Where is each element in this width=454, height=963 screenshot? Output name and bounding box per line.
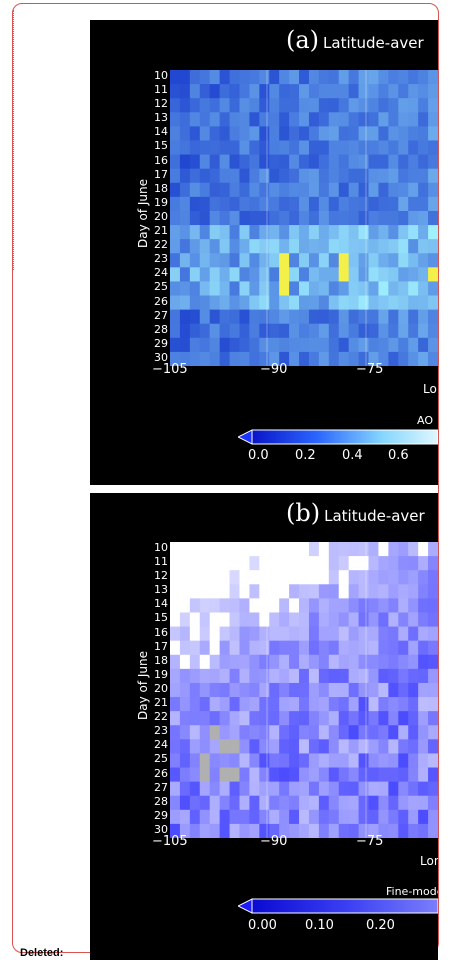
comment-connector: [13, 10, 15, 270]
b-xtick: −75: [356, 834, 384, 849]
a-ytick: 16: [154, 153, 168, 167]
b-ytick: 30: [154, 822, 168, 836]
deleted-label: Deleted:: [20, 947, 64, 959]
a-ytick: 24: [154, 266, 168, 280]
a-ytick: 27: [154, 308, 168, 322]
b-ytick: 10: [154, 541, 168, 554]
b-ytick: 13: [154, 583, 168, 597]
a-colorbar-tick: 0.0: [248, 448, 269, 463]
b-colorbar-tick: 0.10: [305, 918, 334, 933]
panel-a-title: (a) Latitude-aver: [286, 26, 424, 54]
a-colorbar-tick: 0.2: [295, 448, 316, 463]
b-ytick: 21: [154, 696, 168, 710]
a-xtick: −75: [356, 362, 384, 377]
a-ytick: 13: [154, 111, 168, 125]
a-ytick: 18: [154, 181, 168, 195]
panel-b-heatmap: [170, 542, 438, 838]
b-xtick: −105: [152, 834, 188, 849]
a-ytick: 23: [154, 252, 168, 266]
a-ytick: 28: [154, 322, 168, 336]
b-ytick: 15: [154, 611, 168, 625]
a-ytick: 29: [154, 336, 168, 350]
figure-panel-b: (b) Latitude-aver Day of June 10 11 12 13 14 1…: [90, 493, 438, 960]
a-ytick: 19: [154, 195, 168, 209]
b-ytick: 23: [154, 724, 168, 738]
a-ytick: 20: [154, 209, 168, 223]
b-xtick: −90: [260, 834, 288, 849]
b-ytick: 28: [154, 794, 168, 808]
a-ytick: 21: [154, 224, 168, 238]
a-ytick: 11: [154, 83, 168, 97]
a-ytick: 14: [154, 125, 168, 139]
panel-a-heatmap: [170, 70, 438, 366]
b-ytick: 18: [154, 653, 168, 667]
panel-a-colorbar-label: AO: [417, 414, 433, 427]
b-ytick: 20: [154, 681, 168, 695]
b-ytick: 14: [154, 597, 168, 611]
a-xtick: −105: [152, 362, 188, 377]
panel-b-title: (b) Latitude-aver: [286, 499, 425, 527]
b-ytick: 19: [154, 667, 168, 681]
panel-a-xlabel: Lo: [423, 382, 437, 396]
a-ytick: 17: [154, 167, 168, 181]
a-ytick: 30: [154, 350, 168, 364]
a-ytick: 26: [154, 294, 168, 308]
b-ytick: 25: [154, 752, 168, 766]
a-ytick: 22: [154, 238, 168, 252]
a-ytick: 12: [154, 97, 168, 111]
b-ytick: 17: [154, 639, 168, 653]
b-colorbar-tick: 0.00: [248, 918, 277, 933]
a-ytick: 25: [154, 280, 168, 294]
b-ytick: 24: [154, 738, 168, 752]
figure-panel-a: (a) Latitude-aver Day of June 10 11 12 13 14 1…: [90, 20, 438, 485]
a-ytick: 15: [154, 139, 168, 153]
b-ytick: 27: [154, 780, 168, 794]
b-ytick: 16: [154, 625, 168, 639]
panel-b-colorbar: [238, 898, 438, 914]
b-ytick: 26: [154, 766, 168, 780]
panel-b-colorbar-label: Fine-mode: [386, 885, 438, 898]
panel-a-letter: (a): [286, 26, 320, 54]
b-ytick: 22: [154, 710, 168, 724]
a-colorbar-tick: 0.4: [342, 448, 363, 463]
panel-b-xlabel: Lon: [420, 854, 438, 868]
b-ytick: 29: [154, 808, 168, 822]
a-colorbar-tick: 0.6: [388, 448, 409, 463]
b-ytick: 12: [154, 569, 168, 583]
panel-b-title-text: Latitude-aver: [324, 507, 425, 525]
b-ytick: 11: [154, 555, 168, 569]
b-colorbar-tick: 0.20: [366, 918, 395, 933]
a-ytick: 10: [154, 69, 168, 82]
a-xtick: −90: [260, 362, 288, 377]
panel-b-letter: (b): [286, 499, 321, 527]
panel-a-colorbar: [238, 429, 438, 445]
panel-a-title-text: Latitude-aver: [323, 34, 424, 52]
